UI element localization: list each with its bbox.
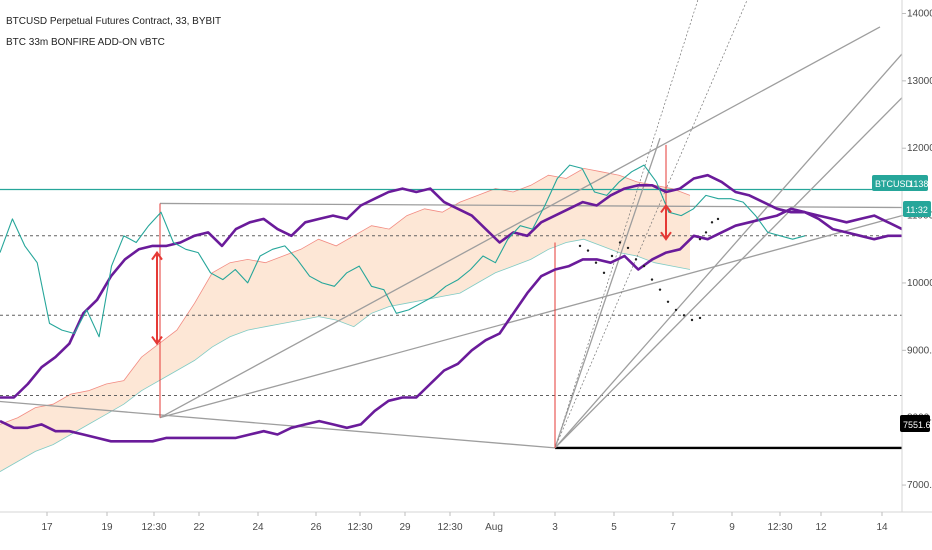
projection-dot bbox=[690, 318, 694, 322]
trendline bbox=[0, 400, 556, 449]
trendline bbox=[159, 202, 903, 209]
btcusd-tag-box bbox=[872, 175, 928, 191]
countdown-tag-box bbox=[903, 201, 931, 217]
symbol-title: BTCUSD Perpetual Futures Contract, 33, B… bbox=[6, 16, 221, 27]
projection-dot bbox=[710, 221, 714, 224]
btcusd-tag-symbol: BTCUSD bbox=[875, 179, 913, 189]
price-tick-label: 13000.00 bbox=[907, 76, 932, 87]
range-arrow-head-bottom bbox=[151, 335, 163, 346]
projection-dot bbox=[682, 314, 686, 317]
projection-dot bbox=[594, 261, 598, 264]
projection-dot bbox=[666, 300, 670, 304]
projection-dot bbox=[704, 231, 708, 234]
projection-dot bbox=[716, 217, 720, 221]
price-tick-label: 9000.00 bbox=[907, 345, 932, 356]
time-tick-label: 29 bbox=[399, 522, 411, 533]
bonfire-band-layer bbox=[0, 173, 903, 443]
low-tag-box bbox=[900, 415, 930, 432]
projection-dot bbox=[658, 288, 662, 291]
time-tick-label: 7 bbox=[670, 522, 676, 533]
fan-line bbox=[554, 0, 748, 449]
time-tick-label: 26 bbox=[310, 522, 322, 533]
bonfire-upper-band bbox=[0, 173, 903, 399]
projection-dot bbox=[618, 241, 622, 244]
price-tick-label: 10000.00 bbox=[907, 278, 932, 289]
time-tick-label: 24 bbox=[252, 522, 264, 533]
trendline bbox=[554, 53, 903, 449]
projection-dots-layer bbox=[578, 217, 720, 322]
projection-dot bbox=[586, 249, 590, 252]
time-tick-label: 9 bbox=[729, 522, 735, 533]
trendline bbox=[554, 97, 903, 449]
trendlines-layer bbox=[0, 0, 903, 449]
time-tick-label: 5 bbox=[611, 522, 617, 533]
projection-dot bbox=[674, 308, 678, 312]
projection-dot bbox=[634, 258, 638, 261]
horizontal-levels-layer bbox=[0, 188, 902, 450]
range-arrow-head-top bbox=[151, 250, 163, 261]
trendline bbox=[159, 214, 903, 419]
btcusd-price-tag: BTCUSD 11387.00 bbox=[872, 175, 932, 191]
projection-dot bbox=[626, 246, 630, 250]
time-tick-label: 12:30 bbox=[141, 522, 166, 533]
price-tick-label: 12000.00 bbox=[907, 143, 932, 154]
projection-dot bbox=[610, 254, 614, 258]
bonfire-lower-band bbox=[0, 207, 902, 443]
time-tick-label: 12:30 bbox=[347, 522, 372, 533]
trendline bbox=[554, 137, 661, 449]
low-tag-value: 7551.64 bbox=[903, 420, 932, 430]
cloud-upper-line bbox=[0, 167, 691, 425]
time-tick-label: 19 bbox=[101, 522, 113, 533]
countdown-tag: 11:32 bbox=[903, 201, 931, 217]
low-price-tag: 7551.64 bbox=[900, 415, 932, 432]
ichimoku-cloud-layer bbox=[0, 167, 691, 472]
indicator-title: BTC 33m BONFIRE ADD-ON vBTC bbox=[6, 37, 165, 48]
projection-dot bbox=[650, 278, 654, 281]
time-tick-label: 12 bbox=[815, 522, 827, 533]
btcusd-tag-value: 11387.00 bbox=[909, 179, 932, 189]
projection-dot bbox=[602, 271, 606, 275]
projection-dot bbox=[642, 264, 646, 268]
trendline bbox=[159, 26, 881, 419]
projection-dot bbox=[578, 244, 582, 248]
fan-line bbox=[554, 0, 699, 448]
time-tick-label: 3 bbox=[552, 522, 558, 533]
price-axis[interactable]: 14000.0013000.0012000.0011000.0010000.00… bbox=[901, 0, 932, 512]
cloud-lower-line bbox=[0, 238, 691, 472]
time-tick-label: 17 bbox=[41, 522, 53, 533]
time-tick-label: Aug bbox=[485, 522, 503, 533]
range-arrow-head-bottom bbox=[660, 231, 672, 241]
projection-dot bbox=[698, 237, 702, 241]
time-tick-label: 12:30 bbox=[437, 522, 462, 533]
annotation-markers-layer bbox=[151, 203, 672, 346]
time-tick-label: 12:30 bbox=[767, 522, 792, 533]
time-tick-label: 14 bbox=[876, 522, 888, 533]
projection-dot bbox=[698, 316, 702, 320]
cloud-fill-area bbox=[0, 168, 690, 472]
range-arrow-head-top bbox=[660, 203, 672, 214]
time-tick-label: 22 bbox=[193, 522, 205, 533]
countdown-tag-value: 11:32 bbox=[906, 205, 928, 215]
price-tick-label: 7000.00 bbox=[907, 480, 932, 491]
btcusd-price-line[interactable] bbox=[0, 164, 806, 338]
time-axis[interactable]: 17 19 12:30 22 24 26 12:30 29 12:30 Aug 3 5 7 9 12:30 1… bbox=[0, 511, 932, 533]
price-tick-label: 14000.00 bbox=[907, 8, 932, 19]
price-series-layer bbox=[0, 164, 806, 338]
